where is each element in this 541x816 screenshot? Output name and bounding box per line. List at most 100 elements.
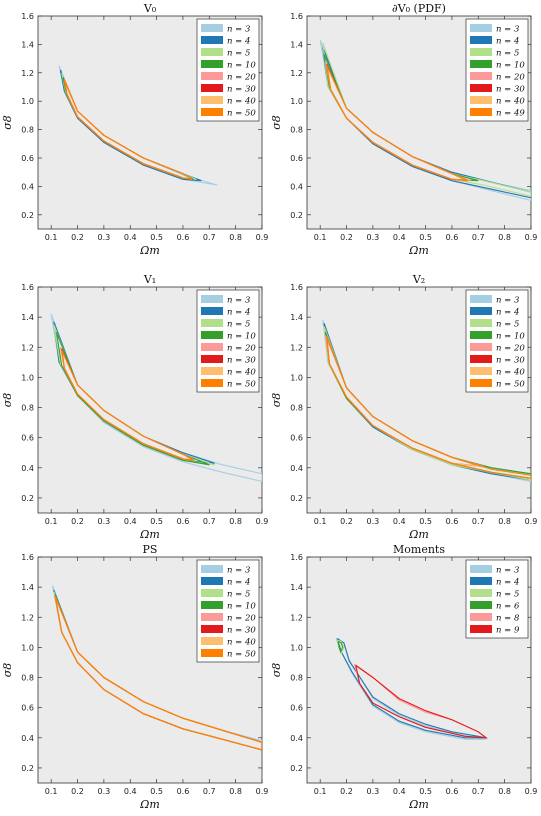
x-tick-label: 0.9 [525, 517, 538, 526]
chart-title: V₁ [143, 273, 156, 286]
y-tick-label: 0.6 [21, 704, 34, 713]
legend-label: n = 3 [227, 296, 250, 306]
legend-swatch [201, 24, 223, 32]
x-tick-label: 0.1 [314, 517, 327, 526]
legend-label: n = 5 [496, 49, 519, 59]
y-tick-label: 0.8 [21, 126, 34, 135]
legend-label: n = 4 [227, 37, 250, 47]
y-tick-label: 1.2 [290, 69, 303, 78]
legend-label: n = 10 [496, 332, 525, 342]
y-tick-label: 1.6 [21, 553, 34, 562]
legend-swatch [470, 72, 492, 80]
legend-label: n = 10 [496, 61, 525, 71]
legend-swatch [470, 307, 492, 315]
legend-swatch [470, 319, 492, 327]
legend-swatch [201, 577, 223, 585]
legend-swatch [470, 565, 492, 573]
y-tick-label: 0.2 [21, 211, 34, 220]
x-tick-label: 0.8 [229, 517, 242, 526]
y-tick-label: 1.2 [290, 343, 303, 352]
y-tick-label: 1.4 [290, 583, 303, 592]
x-tick-label: 0.5 [419, 517, 432, 526]
y-tick-label: 0.2 [290, 211, 303, 220]
legend-label: n = 20 [496, 73, 525, 83]
x-tick-label: 0.7 [203, 233, 216, 242]
legend-swatch [201, 36, 223, 44]
legend-swatch [201, 355, 223, 363]
y-tick-label: 1.6 [290, 283, 303, 292]
legend-swatch [470, 589, 492, 597]
x-tick-label: 0.3 [98, 517, 111, 526]
legend-label: n = 10 [227, 332, 256, 342]
y-tick-label: 1.6 [290, 12, 303, 21]
contour-n-5 [336, 639, 345, 655]
y-axis-label: σ8 [270, 663, 283, 678]
x-tick-label: 0.3 [98, 787, 111, 796]
x-tick-label: 0.9 [525, 233, 538, 242]
x-tick-label: 0.5 [419, 787, 432, 796]
legend-swatch [201, 72, 223, 80]
x-tick-label: 0.2 [340, 517, 353, 526]
chart-panel-5: PS 0.1 0.2 0.3 0.4 0.5 0.6 0.7 0.8 0.9 0.2 0.4 0.6 0.… [1, 543, 268, 811]
legend-label: n = 40 [496, 368, 525, 378]
legend-label: n = 6 [496, 602, 520, 612]
legend-swatch [470, 108, 492, 116]
x-tick-label: 0.4 [124, 787, 137, 796]
y-tick-label: 0.2 [21, 494, 34, 503]
y-tick-label: 0.6 [21, 434, 34, 443]
legend-swatch [470, 96, 492, 104]
legend-label: n = 50 [227, 650, 256, 660]
y-tick-label: 0.4 [290, 734, 303, 743]
y-tick-label: 0.2 [21, 764, 34, 773]
x-tick-label: 0.1 [314, 787, 327, 796]
chart-title: ∂V₀ (PDF) [392, 2, 446, 15]
contour-n-50 [54, 595, 262, 751]
x-tick-label: 0.2 [71, 517, 84, 526]
chart-panel-6: Moments 0.1 0.2 0.3 0.4 0.5 0.6 0.7 0.8 0.9 0.2 0.4… [270, 543, 537, 811]
x-tick-label: 0.4 [393, 787, 406, 796]
legend-label: n = 5 [227, 590, 250, 600]
legend: n = 3 n = 4 n = 5 n = 10 n = 20 n = 30 n = 40 n… [196, 289, 260, 393]
x-tick-label: 0.2 [71, 787, 84, 796]
x-tick-label: 0.6 [446, 787, 459, 796]
chart-title: V₀ [143, 2, 157, 15]
legend-label: n = 4 [496, 308, 519, 318]
y-tick-label: 0.8 [290, 674, 303, 683]
legend-swatch [201, 60, 223, 68]
x-tick-label: 0.1 [45, 787, 58, 796]
legend-swatch [470, 613, 492, 621]
x-tick-label: 0.8 [498, 787, 511, 796]
legend-swatch [201, 379, 223, 387]
contour-n-6 [337, 640, 344, 654]
y-tick-label: 1.6 [290, 553, 303, 562]
x-tick-label: 0.7 [472, 517, 485, 526]
y-tick-label: 1.0 [290, 373, 303, 382]
x-tick-label: 0.5 [419, 233, 432, 242]
legend-label: n = 10 [227, 61, 256, 71]
x-axis-label: Ωm [408, 798, 429, 811]
x-tick-label: 0.6 [177, 233, 190, 242]
legend-label: n = 9 [496, 626, 520, 636]
y-tick-label: 0.8 [21, 404, 34, 413]
legend: n = 3 n = 4 n = 5 n = 10 n = 20 n = 30 n = 40 n… [465, 289, 529, 393]
legend-label: n = 40 [227, 97, 256, 107]
legend-swatch [201, 48, 223, 56]
x-tick-label: 0.6 [177, 517, 190, 526]
legend-swatch [470, 331, 492, 339]
legend-label: n = 40 [496, 97, 525, 107]
x-tick-label: 0.8 [498, 233, 511, 242]
legend-swatch [201, 343, 223, 351]
x-tick-label: 0.6 [446, 517, 459, 526]
contour-group [335, 637, 489, 740]
legend-label: n = 30 [496, 85, 525, 95]
x-tick-label: 0.4 [124, 233, 137, 242]
legend-swatch [470, 577, 492, 585]
x-tick-label: 0.6 [177, 787, 190, 796]
legend-label: n = 4 [227, 578, 250, 588]
legend-label: n = 30 [227, 356, 256, 366]
x-tick-label: 0.4 [393, 233, 406, 242]
legend-label: n = 4 [496, 578, 519, 588]
legend-swatch [201, 295, 223, 303]
legend-label: n = 3 [227, 566, 250, 576]
y-tick-label: 1.4 [21, 40, 34, 49]
